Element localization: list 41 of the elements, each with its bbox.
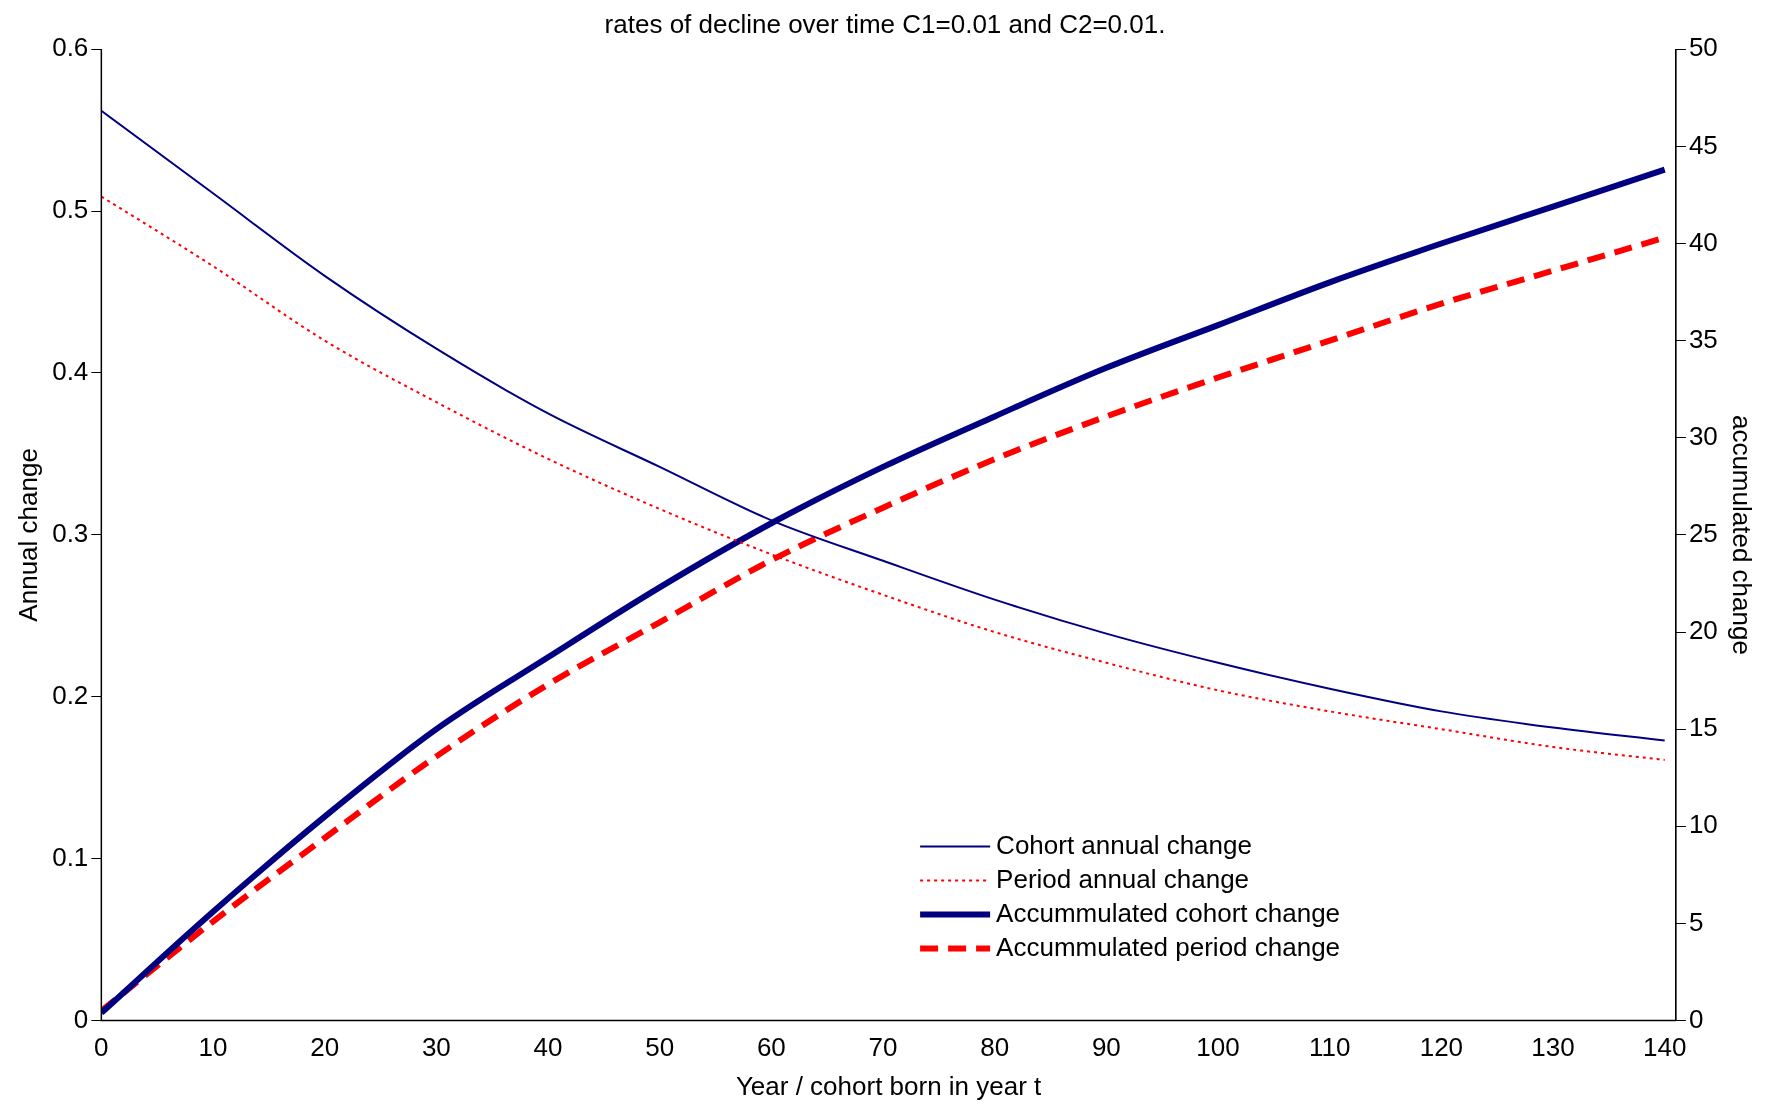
y-tick-label: 0.5 <box>52 194 89 225</box>
legend-label: Period annual change <box>996 863 1250 894</box>
y-tick-label: 0.6 <box>52 32 89 63</box>
y2-tick-label: 30 <box>1688 420 1718 451</box>
x-tick-label: 70 <box>868 1032 898 1063</box>
legend-label: Accummulated period change <box>996 931 1341 962</box>
y2-tick-label: 0 <box>1688 1003 1704 1034</box>
chart-title: rates of decline over time C1=0.01 and C2=0.01. <box>604 8 1166 39</box>
x-tick-label: 130 <box>1531 1032 1575 1063</box>
y2-tick-label: 5 <box>1688 906 1704 937</box>
x-tick-label: 140 <box>1643 1032 1687 1063</box>
y2-tick-label: 10 <box>1688 809 1718 840</box>
y-tick-label: 0.1 <box>52 841 89 872</box>
x-axis-title: Year / cohort born in year t <box>735 1070 1043 1101</box>
x-tick-label: 50 <box>645 1032 675 1063</box>
y2-tick-label: 25 <box>1688 518 1718 549</box>
y2-tick-label: 50 <box>1688 32 1718 63</box>
y2-tick-label: 15 <box>1688 712 1718 743</box>
y-axis-title: Annual change <box>12 448 43 622</box>
y-tick-label: 0.2 <box>52 679 89 710</box>
y-tick-label: 0.4 <box>52 356 89 387</box>
x-tick-label: 120 <box>1419 1032 1464 1063</box>
x-tick-label: 110 <box>1308 1032 1351 1063</box>
y2-tick-label: 35 <box>1688 323 1718 354</box>
y-tick-label: 0 <box>73 1003 89 1034</box>
x-tick-label: 80 <box>980 1032 1010 1063</box>
x-tick-label: 90 <box>1091 1032 1121 1063</box>
x-tick-label: 30 <box>421 1032 451 1063</box>
legend-label: Accummulated cohort change <box>996 897 1341 928</box>
x-tick-label: 20 <box>310 1032 340 1063</box>
y2-tick-label: 40 <box>1688 226 1718 257</box>
y2-tick-label: 20 <box>1688 615 1718 646</box>
x-tick-label: 10 <box>198 1032 228 1063</box>
y-tick-label: 0.3 <box>52 518 89 549</box>
x-tick-label: 100 <box>1196 1032 1240 1063</box>
x-tick-label: 60 <box>756 1032 786 1063</box>
y2-axis-title: accumulated change <box>1727 414 1758 655</box>
x-tick-label: 0 <box>94 1032 109 1063</box>
x-tick-label: 40 <box>533 1032 563 1063</box>
y2-tick-label: 45 <box>1688 129 1718 160</box>
legend-label: Cohort annual change <box>996 829 1252 860</box>
